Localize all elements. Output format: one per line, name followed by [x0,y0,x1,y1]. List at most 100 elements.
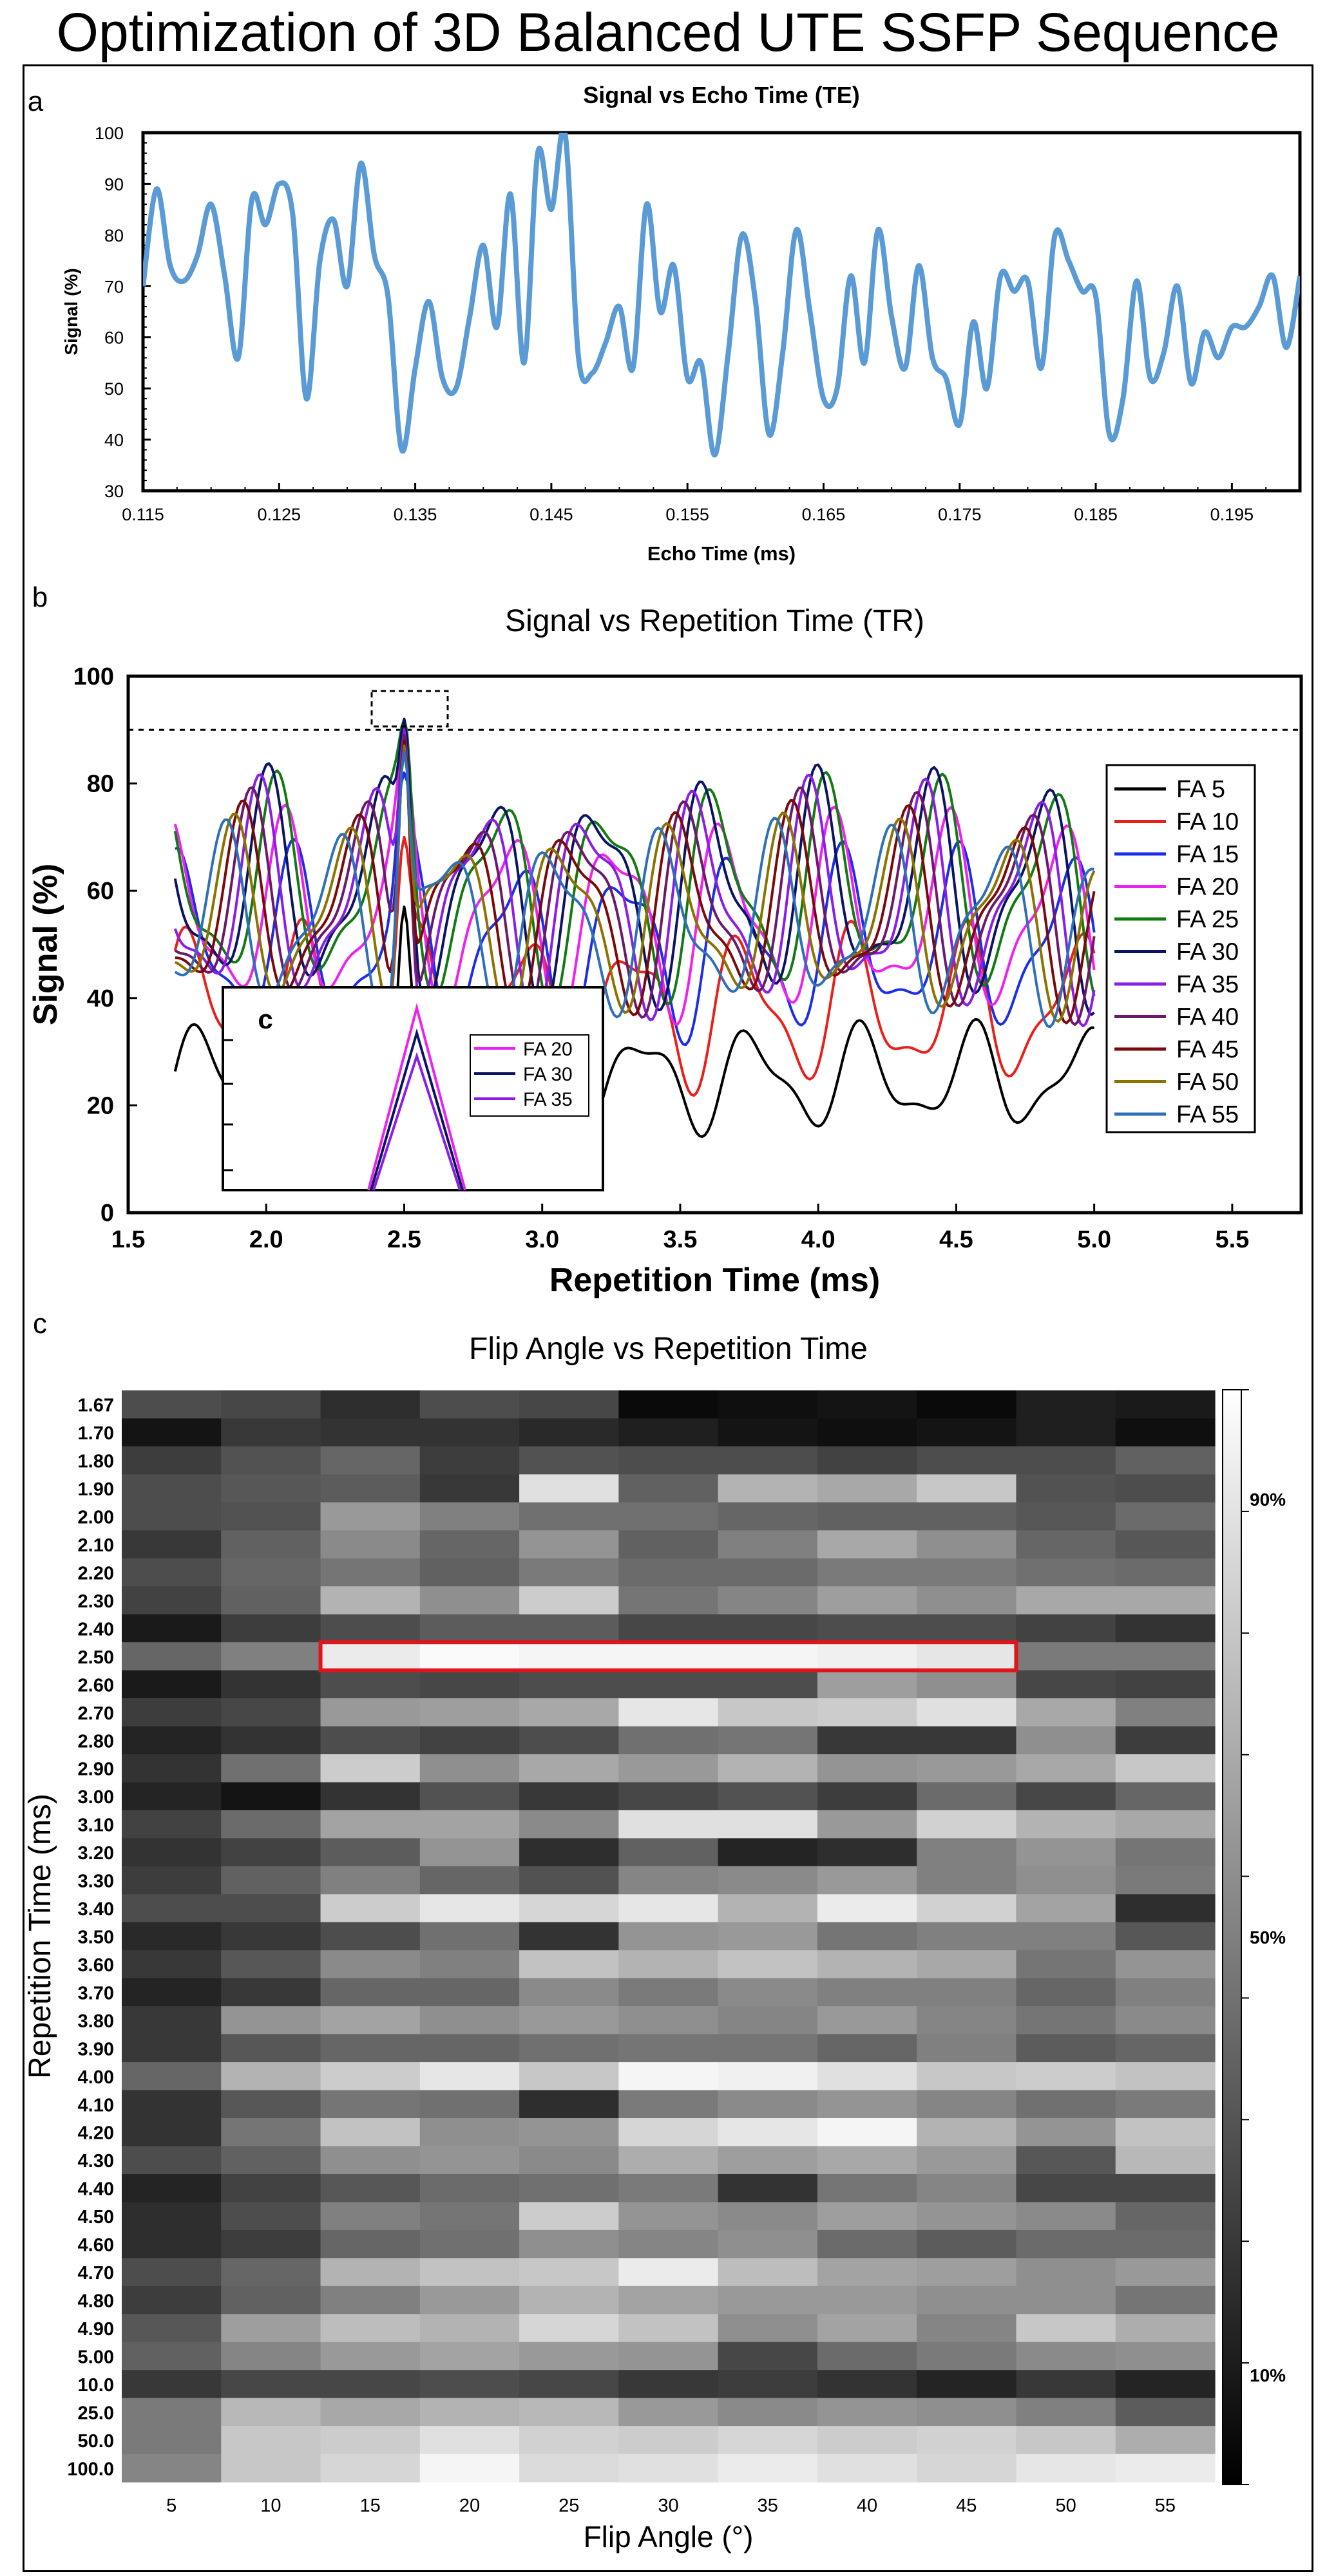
x-tick-label: 30 [658,2496,678,2516]
heatmap-cell [718,1810,818,1839]
colorbar-tick-label: 10% [1250,2365,1286,2385]
heatmap-cell [718,2202,818,2231]
heatmap-cell [718,1586,818,1615]
heatmap-cell [221,2370,321,2399]
heatmap-cell [519,1670,619,1699]
y-tick-label: 2.70 [78,1703,114,1724]
x-tick-label: 3.5 [663,1226,698,1253]
y-tick-label: 10.0 [78,2375,114,2396]
heatmap-cell [917,1642,1017,1671]
heatmap-cell [519,1446,619,1475]
heatmap-cell [917,2174,1017,2202]
heatmap-cell [817,2398,917,2427]
heatmap-cell [618,1754,719,1783]
heatmap-cell [1016,1642,1116,1671]
heatmap-cell [122,1418,222,1447]
heatmap-cell [1115,1782,1216,1811]
heatmap-cell [618,1530,719,1559]
heatmap-cell [718,1446,818,1475]
y-tick-label: 4.30 [78,2151,114,2172]
heatmap-cell [122,2398,222,2427]
heatmap-cell [221,1894,321,1923]
heatmap-cell [817,2202,917,2231]
y-tick-label: 3.90 [78,2039,114,2060]
heatmap-cell [917,1810,1017,1839]
heatmap-cell [519,2286,619,2315]
heatmap-cell [618,1418,719,1447]
heatmap-cell [419,2426,520,2455]
heatmap-cell [1115,1922,1216,1951]
heatmap-cell [519,2006,619,2035]
heatmap-cell [618,2006,719,2035]
panel-b: b Signal vs Repetition Time (TR) 1.5 2.0 2.5… [27,582,1303,1299]
y-tick-label: 80 [87,771,114,798]
y-tick-label: 30 [104,482,124,501]
heatmap-cell [221,1390,321,1419]
panel-c-label: c [33,1308,47,1340]
y-tick-label: 4.60 [78,2235,114,2256]
heatmap-cell [122,2146,222,2175]
heatmap-cell [320,2174,421,2202]
heatmap-cell [1016,1698,1116,1727]
heatmap-cell [817,2034,917,2063]
heatmap-cell [1016,2006,1116,2035]
heatmap-cell [122,2062,222,2091]
panel-b-x-axis-label: Repetition Time (ms) [549,1262,880,1299]
panel-c-title: Flip Angle vs Repetition Time [469,1332,868,1366]
heatmap-cell [1115,2342,1216,2371]
heatmap-cell [519,2314,619,2343]
heatmap-cell [221,2286,321,2315]
heatmap-cell [519,1894,619,1923]
inset-line-fa35 [372,1052,461,1191]
heatmap-cell [817,2314,917,2343]
heatmap-cell [221,1558,321,1587]
heatmap-cell [817,1502,917,1531]
y-tick-label: 4.90 [78,2319,114,2340]
heatmap-cell [1016,1474,1116,1503]
heatmap-cell [221,2454,321,2483]
heatmap-cell [419,1978,520,2007]
heatmap-cell [419,1866,520,1895]
heatmap-cell [519,2090,619,2119]
heatmap-cell [419,2258,520,2287]
y-tick-label: 4.40 [78,2179,114,2200]
y-tick-label: 100 [95,124,124,143]
heatmap-cell [618,2454,719,2483]
heatmap-cell [1115,2426,1216,2455]
heatmap-cell [1016,2202,1116,2231]
heatmap-cell [122,2454,222,2483]
heatmap-cell [817,1726,917,1755]
panel-a-label: a [28,86,44,117]
heatmap-cell [1016,2146,1116,2175]
y-tick-label: 4.00 [78,2067,114,2088]
heatmap-cell [519,2062,619,2091]
y-tick-label: 90 [104,175,124,194]
heatmap-cell [419,2202,520,2231]
heatmap-cell [817,2006,917,2035]
heatmap-cell [1115,1474,1216,1503]
heatmap-cell [817,1698,917,1727]
heatmap-cell [320,2286,421,2315]
panel-b-y-axis-label: Signal (%) [27,864,64,1025]
heatmap-cell [221,1838,321,1867]
heatmap-cell [718,2258,818,2287]
heatmap-cell [122,1642,222,1671]
heatmap-cell [917,1726,1017,1755]
heatmap-cell [1016,2090,1116,2119]
y-tick-label: 40 [104,431,124,450]
y-tick-label: 25.0 [78,2403,114,2423]
heatmap-cell [718,2230,818,2259]
heatmap-cell [221,1670,321,1699]
heatmap-cell [917,1866,1017,1895]
heatmap-cell [1115,2146,1216,2175]
panel-c: c Flip Angle vs Repetition Time 1.67 1.70 1.… [23,1308,1286,2553]
y-tick-label: 1.90 [78,1479,114,1500]
heatmap-cell [817,1586,917,1615]
heatmap-cell [122,2034,222,2063]
x-tick-label: 0.175 [938,505,982,524]
y-tick-label: 2.90 [78,1759,114,1780]
heatmap-cell [419,1530,520,1559]
heatmap-cell [122,1922,222,1951]
heatmap-cell [718,2090,818,2119]
heatmap-cell [122,2286,222,2315]
